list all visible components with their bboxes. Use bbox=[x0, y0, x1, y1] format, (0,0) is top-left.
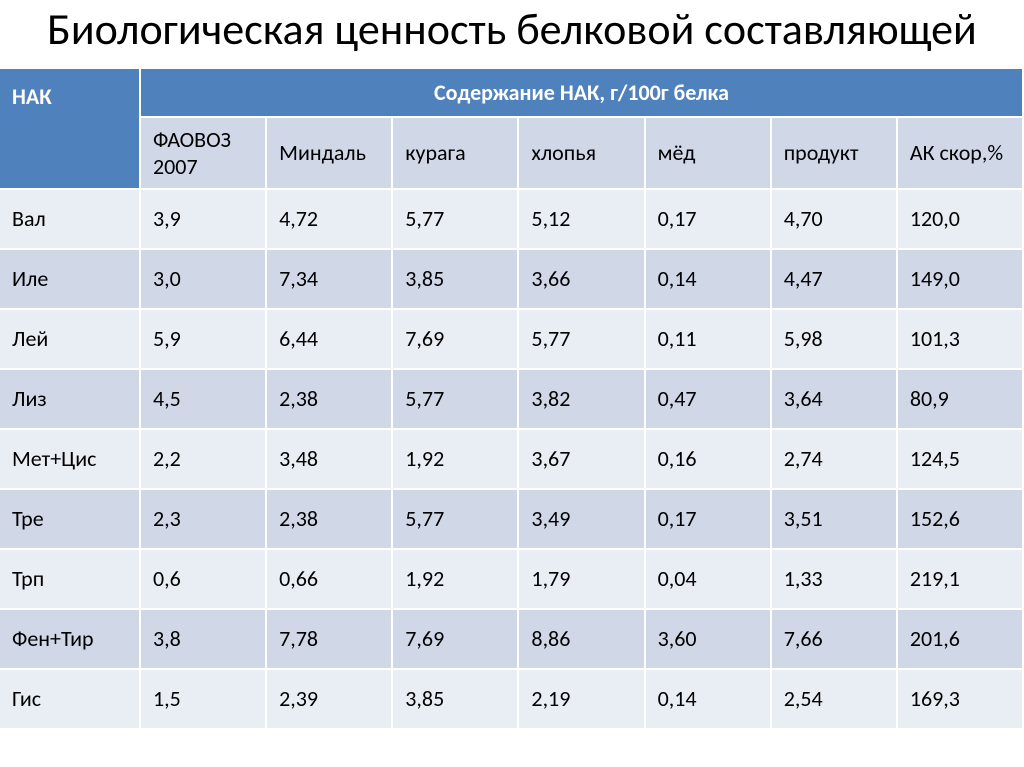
cell: 2,38 bbox=[266, 489, 392, 549]
cell: 3,0 bbox=[140, 249, 266, 309]
table-row: Лей 5,9 6,44 7,69 5,77 0,11 5,98 101,3 bbox=[0, 309, 1023, 369]
row-label: Лиз bbox=[0, 369, 140, 429]
cell: 3,8 bbox=[140, 609, 266, 669]
cell: 3,82 bbox=[518, 369, 644, 429]
cell: 1,79 bbox=[518, 549, 644, 609]
row-label: Гис bbox=[0, 669, 140, 729]
table-row: Лиз 4,5 2,38 5,77 3,82 0,47 3,64 80,9 bbox=[0, 369, 1023, 429]
subhead-cell: Миндаль bbox=[266, 117, 392, 189]
table-header-row: НАК Содержание НАК, г/100г белка bbox=[0, 69, 1023, 117]
cell: 2,3 bbox=[140, 489, 266, 549]
table-body: Вал 3,9 4,72 5,77 5,12 0,17 4,70 120,0 И… bbox=[0, 189, 1023, 729]
cell: 3,9 bbox=[140, 189, 266, 249]
subhead-cell: продукт bbox=[771, 117, 897, 189]
cell: 0,17 bbox=[645, 489, 771, 549]
cell: 1,92 bbox=[392, 429, 518, 489]
row-label: Лей bbox=[0, 309, 140, 369]
slide: Биологическая ценность белковой составля… bbox=[0, 0, 1024, 767]
cell: 3,60 bbox=[645, 609, 771, 669]
cell: 5,77 bbox=[518, 309, 644, 369]
cell: 5,77 bbox=[392, 189, 518, 249]
table-row: Фен+Тир 3,8 7,78 7,69 8,86 3,60 7,66 201… bbox=[0, 609, 1023, 669]
cell: 3,64 bbox=[771, 369, 897, 429]
cell: 3,67 bbox=[518, 429, 644, 489]
row-label: Трп bbox=[0, 549, 140, 609]
cell: 4,47 bbox=[771, 249, 897, 309]
cell: 101,3 bbox=[897, 309, 1023, 369]
cell: 5,98 bbox=[771, 309, 897, 369]
cell: 2,74 bbox=[771, 429, 897, 489]
data-table: НАК Содержание НАК, г/100г белка ФАОВОЗ … bbox=[0, 69, 1024, 730]
cell: 169,3 bbox=[897, 669, 1023, 729]
cell: 201,6 bbox=[897, 609, 1023, 669]
cell: 4,72 bbox=[266, 189, 392, 249]
cell: 7,69 bbox=[392, 609, 518, 669]
cell: 152,6 bbox=[897, 489, 1023, 549]
cell: 5,77 bbox=[392, 489, 518, 549]
cell: 0,47 bbox=[645, 369, 771, 429]
row-label: Вал bbox=[0, 189, 140, 249]
cell: 4,70 bbox=[771, 189, 897, 249]
cell: 8,86 bbox=[518, 609, 644, 669]
cell: 3,85 bbox=[392, 249, 518, 309]
cell: 0,14 bbox=[645, 249, 771, 309]
table-row: Тре 2,3 2,38 5,77 3,49 0,17 3,51 152,6 bbox=[0, 489, 1023, 549]
header-nak: НАК bbox=[0, 69, 140, 189]
row-label: Тре bbox=[0, 489, 140, 549]
subhead-cell: ФАОВОЗ 2007 bbox=[140, 117, 266, 189]
cell: 0,11 bbox=[645, 309, 771, 369]
cell: 0,6 bbox=[140, 549, 266, 609]
cell: 0,04 bbox=[645, 549, 771, 609]
cell: 5,77 bbox=[392, 369, 518, 429]
table-subheader-row: ФАОВОЗ 2007 Миндаль курага хлопья мёд пр… bbox=[0, 117, 1023, 189]
cell: 4,5 bbox=[140, 369, 266, 429]
cell: 1,33 bbox=[771, 549, 897, 609]
cell: 2,19 bbox=[518, 669, 644, 729]
cell: 120,0 bbox=[897, 189, 1023, 249]
cell: 0,16 bbox=[645, 429, 771, 489]
subhead-cell: хлопья bbox=[518, 117, 644, 189]
table-row: Иле 3,0 7,34 3,85 3,66 0,14 4,47 149,0 bbox=[0, 249, 1023, 309]
cell: 3,51 bbox=[771, 489, 897, 549]
cell: 80,9 bbox=[897, 369, 1023, 429]
cell: 7,69 bbox=[392, 309, 518, 369]
subhead-cell: мёд bbox=[645, 117, 771, 189]
header-content-span: Содержание НАК, г/100г белка bbox=[140, 69, 1023, 117]
cell: 149,0 bbox=[897, 249, 1023, 309]
subhead-cell: курага bbox=[392, 117, 518, 189]
cell: 6,44 bbox=[266, 309, 392, 369]
cell: 0,66 bbox=[266, 549, 392, 609]
cell: 3,48 bbox=[266, 429, 392, 489]
cell: 1,5 bbox=[140, 669, 266, 729]
cell: 2,2 bbox=[140, 429, 266, 489]
cell: 3,85 bbox=[392, 669, 518, 729]
slide-title: Биологическая ценность белковой составля… bbox=[0, 0, 1024, 69]
cell: 124,5 bbox=[897, 429, 1023, 489]
cell: 3,49 bbox=[518, 489, 644, 549]
cell: 2,39 bbox=[266, 669, 392, 729]
cell: 0,17 bbox=[645, 189, 771, 249]
cell: 5,12 bbox=[518, 189, 644, 249]
table-row: Мет+Цис 2,2 3,48 1,92 3,67 0,16 2,74 124… bbox=[0, 429, 1023, 489]
table-row: Трп 0,6 0,66 1,92 1,79 0,04 1,33 219,1 bbox=[0, 549, 1023, 609]
row-label: Фен+Тир bbox=[0, 609, 140, 669]
cell: 5,9 bbox=[140, 309, 266, 369]
cell: 219,1 bbox=[897, 549, 1023, 609]
cell: 7,66 bbox=[771, 609, 897, 669]
cell: 7,78 bbox=[266, 609, 392, 669]
table-row: Гис 1,5 2,39 3,85 2,19 0,14 2,54 169,3 bbox=[0, 669, 1023, 729]
row-label: Мет+Цис bbox=[0, 429, 140, 489]
cell: 3,66 bbox=[518, 249, 644, 309]
cell: 2,38 bbox=[266, 369, 392, 429]
row-label: Иле bbox=[0, 249, 140, 309]
table-row: Вал 3,9 4,72 5,77 5,12 0,17 4,70 120,0 bbox=[0, 189, 1023, 249]
cell: 0,14 bbox=[645, 669, 771, 729]
cell: 1,92 bbox=[392, 549, 518, 609]
subhead-cell: АК скор,% bbox=[897, 117, 1023, 189]
cell: 2,54 bbox=[771, 669, 897, 729]
cell: 7,34 bbox=[266, 249, 392, 309]
